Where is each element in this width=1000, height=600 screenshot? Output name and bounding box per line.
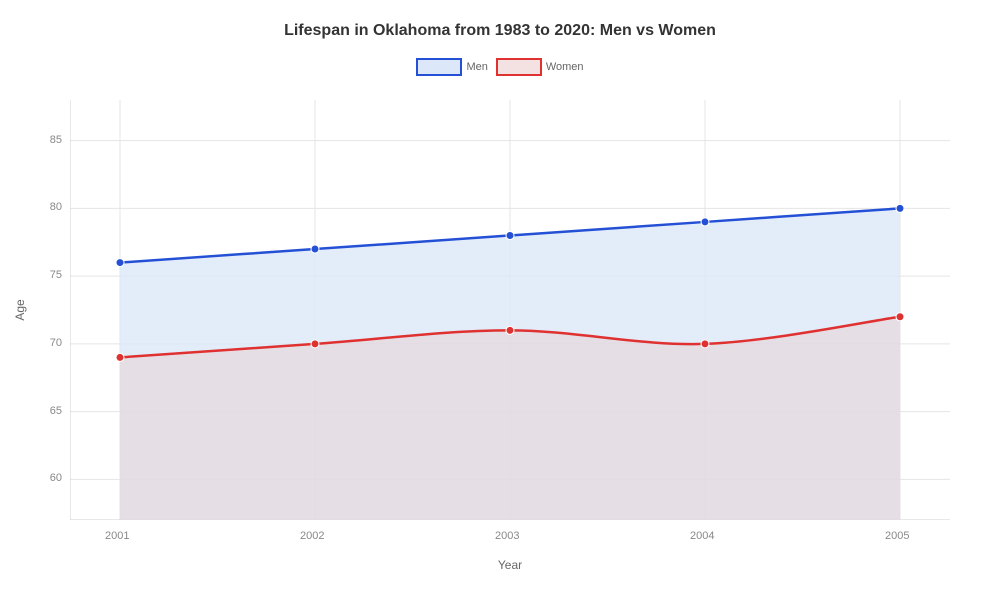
x-tick-label: 2004 <box>690 530 714 542</box>
legend-label-women: Women <box>546 61 584 73</box>
legend-swatch-men <box>416 58 462 76</box>
legend-swatch-women <box>496 58 542 76</box>
x-axis-label: Year <box>498 558 522 572</box>
x-tick-label: 2003 <box>495 530 519 542</box>
x-tick-label: 2002 <box>300 530 324 542</box>
y-tick-label: 80 <box>50 201 62 213</box>
legend-item-women: Women <box>496 58 584 76</box>
plot-area <box>70 100 950 520</box>
chart-container: Lifespan in Oklahoma from 1983 to 2020: … <box>0 0 1000 600</box>
y-tick-label: 65 <box>50 405 62 417</box>
x-tick-label: 2005 <box>885 530 909 542</box>
y-tick-label: 75 <box>50 269 62 281</box>
legend: Men Women <box>0 58 1000 76</box>
legend-label-men: Men <box>466 61 487 73</box>
y-tick-label: 60 <box>50 472 62 484</box>
y-tick-label: 85 <box>50 134 62 146</box>
x-tick-label: 2001 <box>105 530 129 542</box>
y-axis-label: Age <box>13 299 27 320</box>
chart-title: Lifespan in Oklahoma from 1983 to 2020: … <box>0 0 1000 40</box>
y-tick-label: 70 <box>50 337 62 349</box>
legend-item-men: Men <box>416 58 487 76</box>
